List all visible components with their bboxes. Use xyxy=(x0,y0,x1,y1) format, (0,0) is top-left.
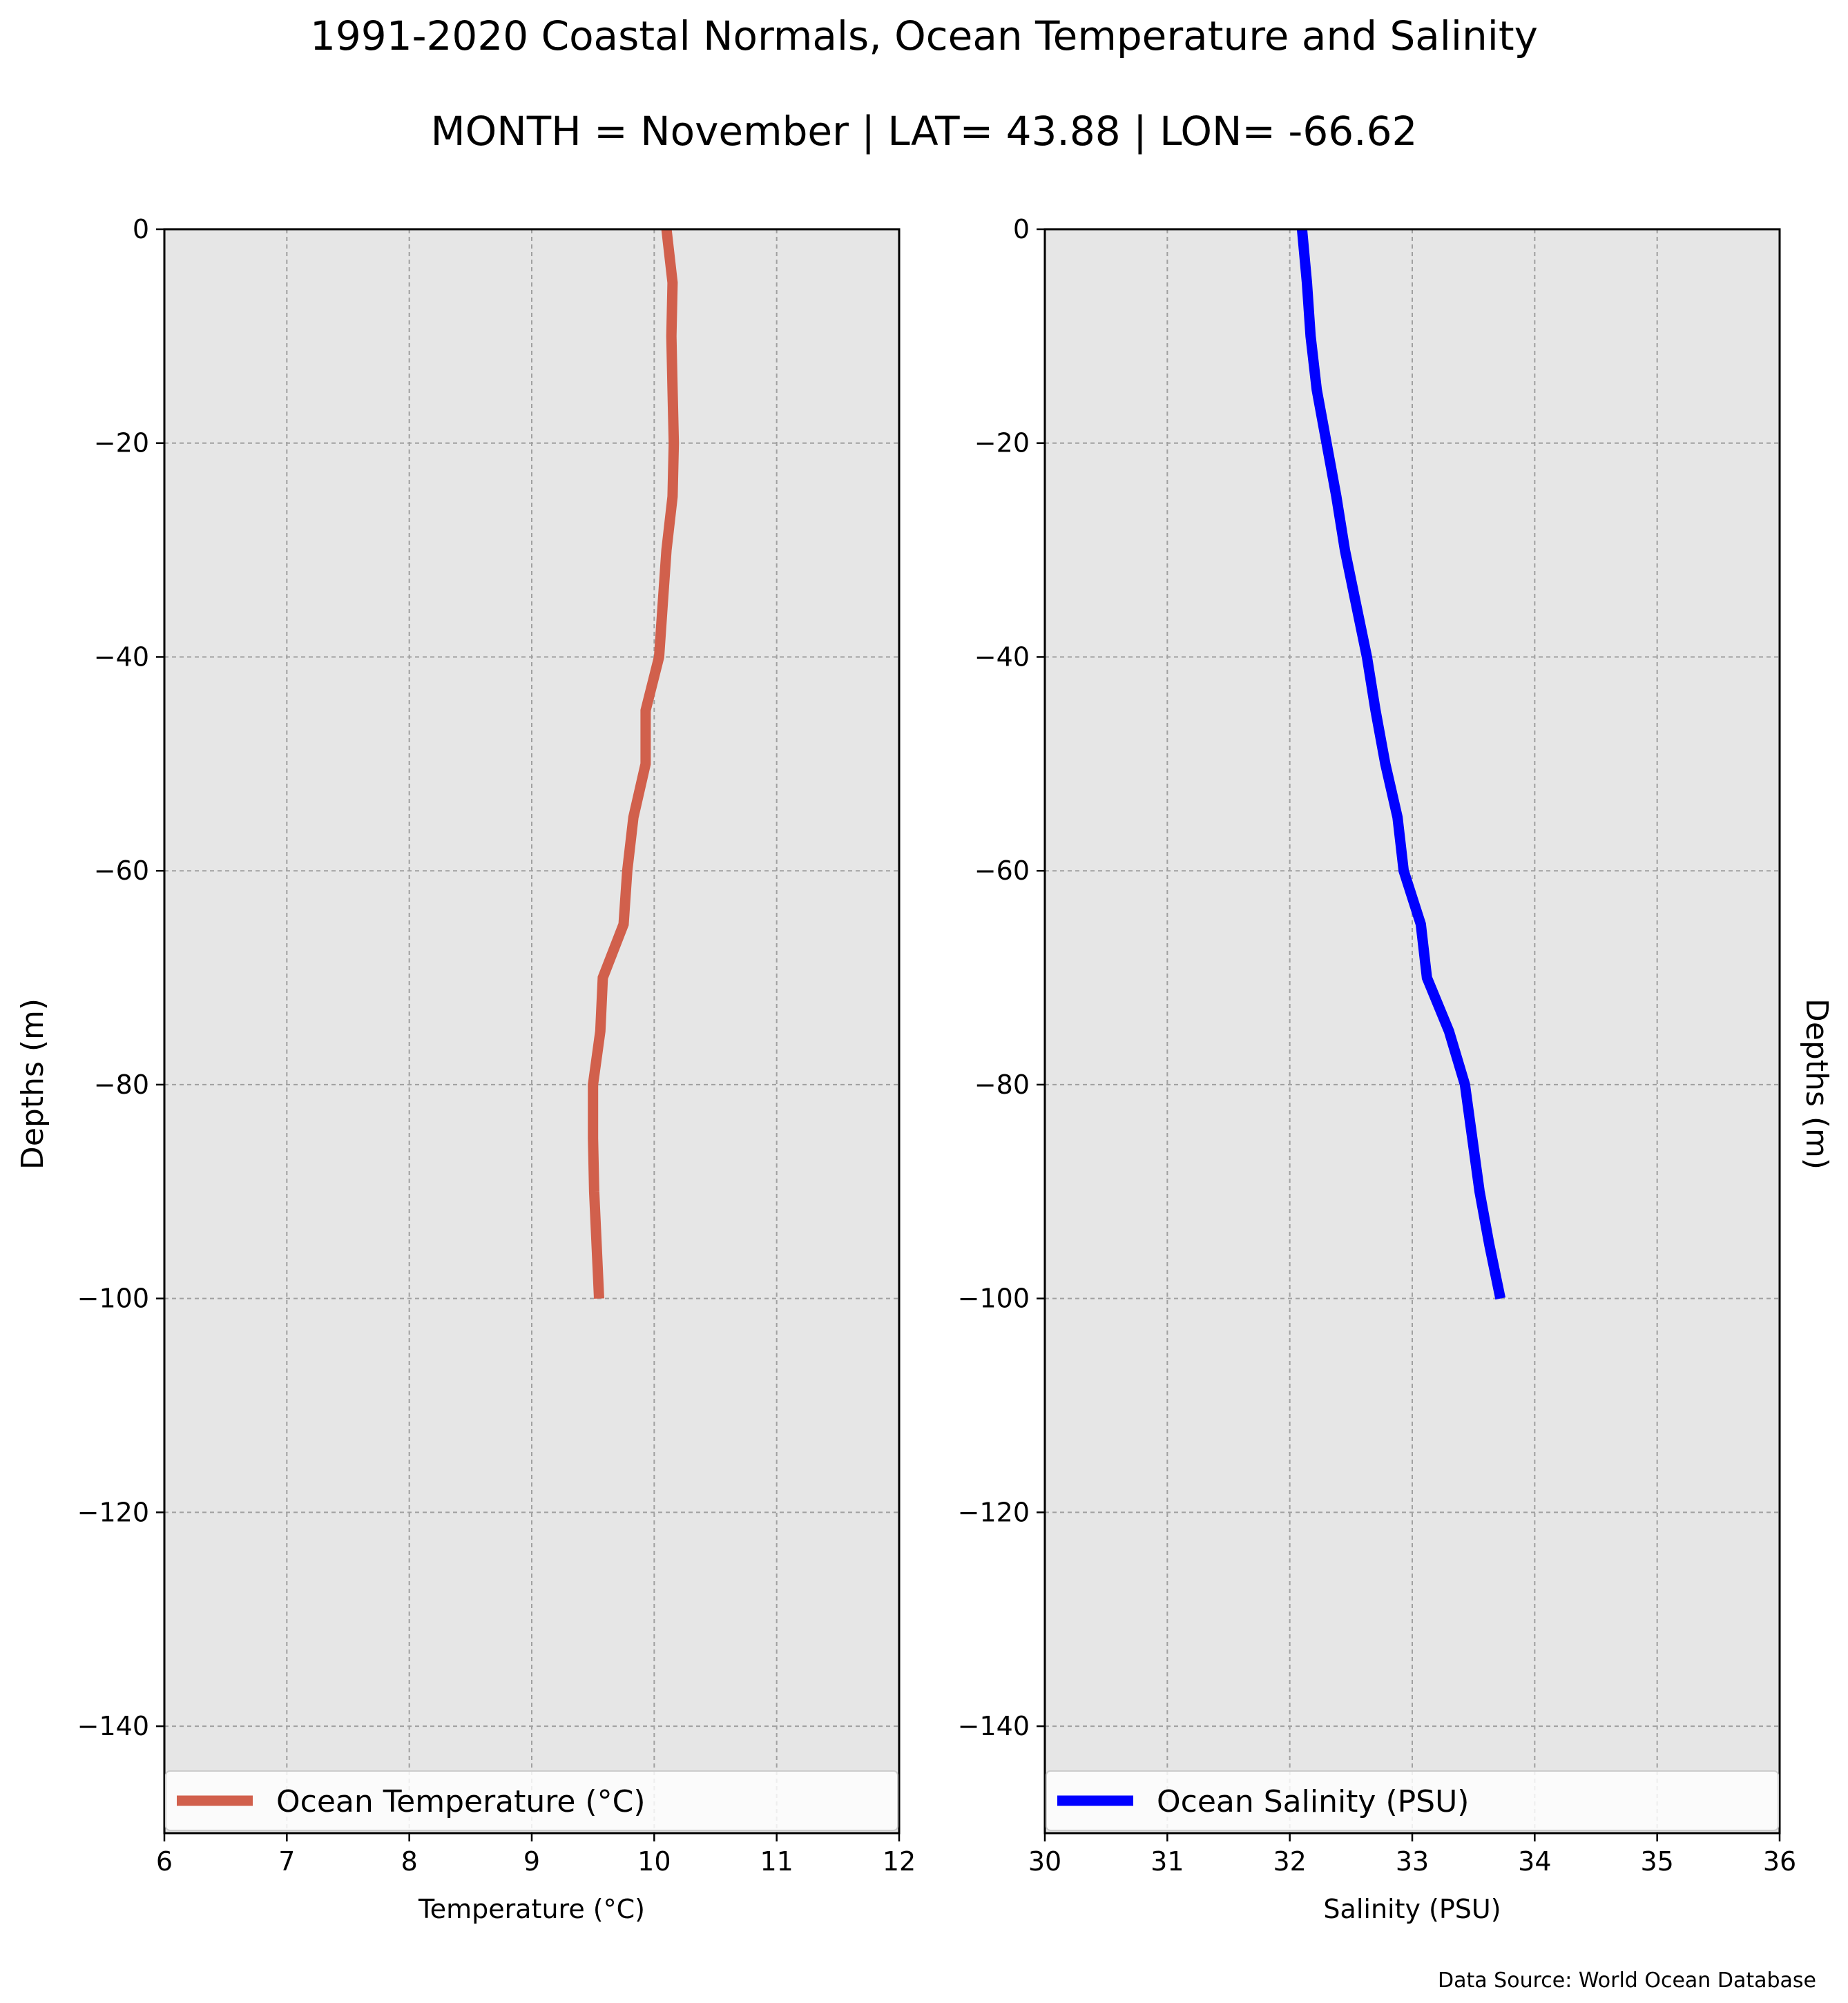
y-tick-label: −100 xyxy=(958,1284,1030,1314)
salinity-panel: 30 31 32 33 34 35 36 0 −20 −40 −60 −80 −100 −120 −140 S… xyxy=(958,214,1797,1924)
y-tick-label: −140 xyxy=(958,1711,1030,1741)
legend-label: Ocean Salinity (PSU) xyxy=(1157,1784,1469,1819)
y-tick-label: 0 xyxy=(1013,214,1030,244)
x-tick-label: 8 xyxy=(401,1846,418,1877)
temperature-panel: 6 7 8 9 10 11 12 0 −20 −40 −60 −80 −100 −120 −140 Tempe… xyxy=(77,214,916,1924)
x-tick-label: 9 xyxy=(523,1846,540,1877)
right-y-axis-label: Depths (m) xyxy=(1799,998,1834,1170)
y-tick-label: −120 xyxy=(77,1497,149,1527)
y-tick-label: −40 xyxy=(94,641,149,672)
y-tick-label: −100 xyxy=(77,1284,149,1314)
x-tick-label: 30 xyxy=(1028,1846,1061,1877)
x-tick-label: 31 xyxy=(1151,1846,1184,1877)
left-y-axis-label: Depths (m) xyxy=(15,998,50,1170)
y-tick-label: −20 xyxy=(94,428,149,458)
y-tick-label: −20 xyxy=(974,428,1030,458)
y-tick-label: −40 xyxy=(974,641,1030,672)
x-tick-label: 10 xyxy=(637,1846,671,1877)
y-tick-label: −60 xyxy=(94,855,149,886)
x-tick-label: 32 xyxy=(1273,1846,1306,1877)
x-tick-label: 36 xyxy=(1763,1846,1796,1877)
x-tick-label: 11 xyxy=(760,1846,793,1877)
x-axis-label: Salinity (PSU) xyxy=(1323,1894,1501,1924)
x-tick-label: 35 xyxy=(1640,1846,1673,1877)
figure-title: 1991-2020 Coastal Normals, Ocean Tempera… xyxy=(310,12,1538,59)
x-tick-label: 12 xyxy=(883,1846,916,1877)
y-tick-label: −80 xyxy=(94,1070,149,1100)
y-tick-label: 0 xyxy=(133,214,149,244)
legend-box xyxy=(165,1770,898,1831)
x-tick-label: 34 xyxy=(1518,1846,1551,1877)
y-tick-label: −60 xyxy=(974,855,1030,886)
y-tick-label: −120 xyxy=(958,1497,1030,1527)
y-tick-label: −80 xyxy=(974,1070,1030,1100)
data-source-note: Data Source: World Ocean Database xyxy=(1438,1968,1816,1993)
series-line-0 xyxy=(588,229,680,1299)
x-axis-label: Temperature (°C) xyxy=(418,1894,645,1924)
x-tick-label: 7 xyxy=(278,1846,295,1877)
figure-subtitle: MONTH = November | LAT= 43.88 | LON= -66… xyxy=(431,108,1418,155)
x-tick-label: 33 xyxy=(1396,1846,1429,1877)
series-line-0 xyxy=(1296,229,1506,1300)
x-tick-label: 6 xyxy=(156,1846,173,1877)
legend-label: Ocean Temperature (°C) xyxy=(276,1784,646,1819)
y-tick-label: −140 xyxy=(77,1711,149,1741)
legend-box xyxy=(1046,1770,1779,1831)
